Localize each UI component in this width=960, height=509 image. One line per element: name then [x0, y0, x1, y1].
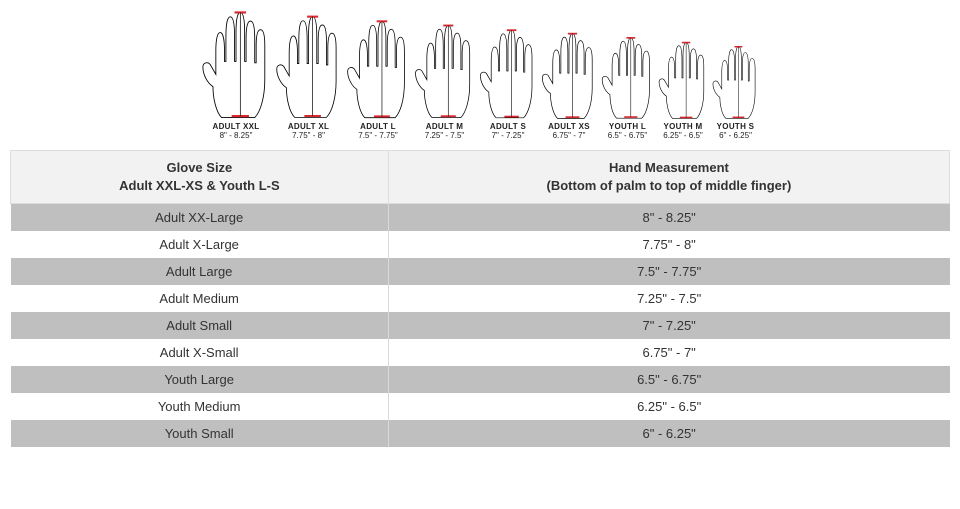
hand-range: 7.75" - 8" — [292, 131, 325, 140]
hand-label: ADULT XL — [288, 122, 329, 131]
hand-label: YOUTH S — [717, 122, 755, 131]
hand-icon — [711, 45, 760, 120]
hand-item: ADULT XL7.75" - 8" — [274, 14, 343, 140]
hand-label: ADULT M — [426, 122, 464, 131]
table-row: Youth Large6.5" - 6.75" — [11, 366, 950, 393]
cell-size: Adult X-Large — [11, 231, 389, 258]
table-row: Adult X-Large7.75" - 8" — [11, 231, 950, 258]
table-row: Adult Medium7.25" - 7.5" — [11, 285, 950, 312]
table-row: Adult Small7" - 7.25" — [11, 312, 950, 339]
table-row: Youth Medium6.25" - 6.5" — [11, 393, 950, 420]
header-meas-line2: (Bottom of palm to top of middle finger) — [547, 178, 792, 193]
hand-item: ADULT M7.25" - 7.5" — [413, 23, 476, 140]
hand-label: ADULT XXL — [213, 122, 260, 131]
table-header-size: Glove Size Adult XXL-XS & Youth L-S — [11, 151, 389, 204]
hand-icon — [600, 36, 655, 120]
cell-measurement: 8" - 8.25" — [388, 204, 949, 232]
cell-measurement: 6.75" - 7" — [388, 339, 949, 366]
hand-range: 8" - 8.25" — [220, 131, 253, 140]
header-size-line2: Adult XXL-XS & Youth L-S — [119, 178, 280, 193]
hand-range: 6.75" - 7" — [553, 131, 586, 140]
size-chart-table: Glove Size Adult XXL-XS & Youth L-S Hand… — [10, 150, 950, 447]
hand-icon — [657, 41, 709, 120]
cell-measurement: 6.5" - 6.75" — [388, 366, 949, 393]
table-header-row: Glove Size Adult XXL-XS & Youth L-S Hand… — [11, 151, 950, 204]
cell-size: Adult XX-Large — [11, 204, 389, 232]
table-row: Youth Small6" - 6.25" — [11, 420, 950, 447]
hand-item: ADULT XS6.75" - 7" — [540, 32, 598, 140]
hand-item: ADULT S7" - 7.25" — [478, 28, 538, 140]
hand-range: 6" - 6.25" — [719, 131, 752, 140]
hand-label: ADULT XS — [548, 122, 590, 131]
hand-range: 7" - 7.25" — [492, 131, 525, 140]
hand-label: ADULT S — [490, 122, 526, 131]
hand-range: 7.5" - 7.75" — [358, 131, 397, 140]
cell-size: Adult X-Small — [11, 339, 389, 366]
cell-size: Youth Large — [11, 366, 389, 393]
hand-icon — [540, 32, 598, 120]
cell-measurement: 7.5" - 7.75" — [388, 258, 949, 285]
cell-measurement: 6.25" - 6.5" — [388, 393, 949, 420]
cell-size: Youth Medium — [11, 393, 389, 420]
cell-size: Youth Small — [11, 420, 389, 447]
table-row: Adult X-Small6.75" - 7" — [11, 339, 950, 366]
hand-icon — [274, 14, 343, 120]
cell-measurement: 6" - 6.25" — [388, 420, 949, 447]
table-row: Adult XX-Large8" - 8.25" — [11, 204, 950, 232]
hand-label: ADULT L — [360, 122, 396, 131]
cell-size: Adult Large — [11, 258, 389, 285]
hand-illustration-row: ADULT XXL8" - 8.25"ADULT XL7.75" - 8"ADU… — [10, 10, 950, 140]
hand-icon — [478, 28, 538, 120]
hand-range: 6.25" - 6.5" — [663, 131, 702, 140]
hand-item: YOUTH M6.25" - 6.5" — [657, 41, 709, 140]
header-size-line1: Glove Size — [167, 160, 233, 175]
hand-item: ADULT L7.5" - 7.75" — [345, 19, 411, 140]
hand-label: YOUTH M — [664, 122, 703, 131]
hand-range: 7.25" - 7.5" — [425, 131, 464, 140]
header-meas-line1: Hand Measurement — [609, 160, 729, 175]
cell-measurement: 7" - 7.25" — [388, 312, 949, 339]
cell-size: Adult Medium — [11, 285, 389, 312]
hand-icon — [200, 10, 272, 120]
table-body: Adult XX-Large8" - 8.25"Adult X-Large7.7… — [11, 204, 950, 448]
table-header-measurement: Hand Measurement (Bottom of palm to top … — [388, 151, 949, 204]
hand-icon — [345, 19, 411, 120]
hand-item: ADULT XXL8" - 8.25" — [200, 10, 272, 140]
hand-icon — [413, 23, 476, 120]
hand-label: YOUTH L — [609, 122, 646, 131]
hand-item: YOUTH L6.5" - 6.75" — [600, 36, 655, 140]
cell-measurement: 7.25" - 7.5" — [388, 285, 949, 312]
cell-size: Adult Small — [11, 312, 389, 339]
table-row: Adult Large7.5" - 7.75" — [11, 258, 950, 285]
cell-measurement: 7.75" - 8" — [388, 231, 949, 258]
hand-range: 6.5" - 6.75" — [608, 131, 647, 140]
hand-item: YOUTH S6" - 6.25" — [711, 45, 760, 140]
